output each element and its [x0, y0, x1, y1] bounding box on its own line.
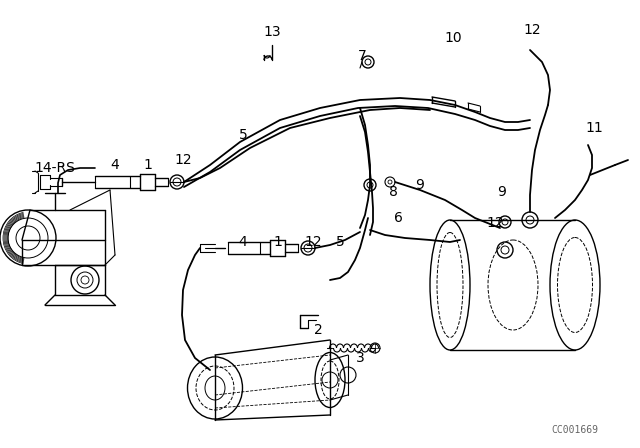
Text: 2: 2	[314, 323, 323, 337]
Text: 7: 7	[358, 49, 366, 63]
Text: 5: 5	[239, 128, 248, 142]
Text: 12: 12	[486, 216, 504, 230]
Text: 12: 12	[523, 23, 541, 37]
Text: 12: 12	[304, 235, 322, 249]
Text: 1: 1	[143, 158, 152, 172]
Text: 8: 8	[388, 185, 397, 199]
Text: 1: 1	[273, 235, 282, 249]
Text: 6: 6	[394, 211, 403, 225]
Text: 12: 12	[174, 153, 192, 167]
Text: 4: 4	[239, 235, 248, 249]
Text: 9: 9	[415, 178, 424, 192]
Text: 11: 11	[585, 121, 603, 135]
Text: 4: 4	[111, 158, 120, 172]
Text: 3: 3	[356, 351, 364, 365]
Text: CC001669: CC001669	[551, 425, 598, 435]
Text: 10: 10	[444, 31, 462, 45]
Text: 5: 5	[335, 235, 344, 249]
Text: 9: 9	[497, 185, 506, 199]
Text: 14-RS: 14-RS	[35, 161, 76, 175]
Text: 13: 13	[263, 25, 281, 39]
